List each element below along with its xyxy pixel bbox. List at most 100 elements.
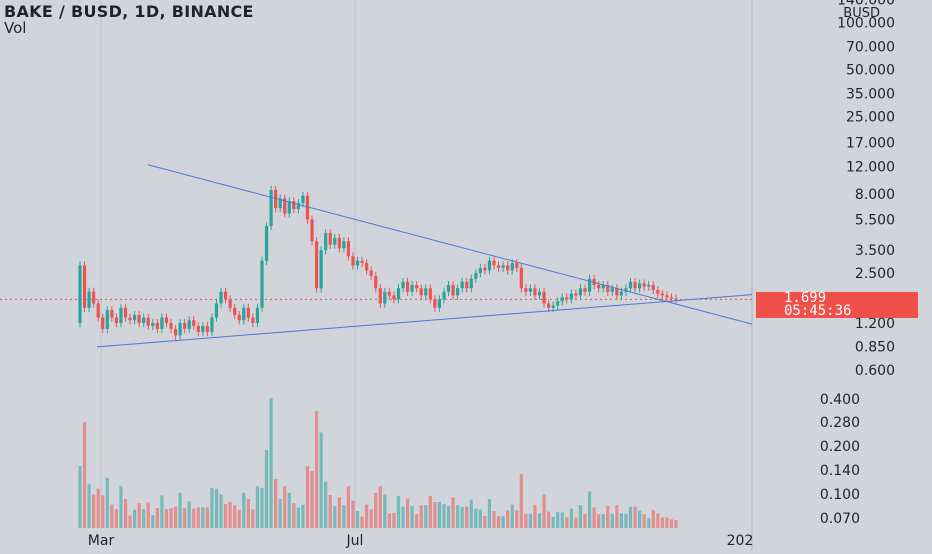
candle-body (173, 328, 178, 336)
volume-bar (246, 499, 250, 528)
candle-body (132, 314, 137, 321)
candle-body (433, 299, 437, 308)
volume-bar (292, 503, 296, 528)
volume-bar (660, 517, 664, 528)
candle-body (342, 241, 346, 249)
candle-body (437, 299, 442, 308)
ascending-trendline[interactable] (96, 294, 753, 348)
volume-tick-label: 0.070 (820, 511, 860, 527)
volume-bar (187, 501, 191, 528)
candle-body (296, 203, 300, 210)
candle-body (647, 284, 651, 287)
candle-body (242, 307, 246, 321)
volume-bar (606, 505, 610, 528)
volume-bar (146, 502, 150, 528)
price-tick-label: 5.500 (855, 212, 895, 228)
price-tick-label: 1.200 (855, 316, 895, 332)
chart-header: BAKE / BUSD, 1D, BINANCE Vol (4, 2, 254, 37)
price-tick-label: 35.000 (846, 87, 895, 103)
candle-body (292, 201, 296, 210)
candle-body (510, 262, 514, 271)
candle-body (87, 291, 91, 308)
volume-bar (274, 479, 278, 528)
volume-bar (437, 501, 442, 528)
candle-body (496, 265, 501, 268)
volume-bar (237, 509, 241, 528)
volume-bar (310, 471, 314, 528)
volume-bar (492, 510, 496, 528)
candle-body (492, 260, 496, 266)
candle-body (592, 278, 596, 285)
candle-body (333, 237, 337, 245)
candle-body (137, 314, 141, 323)
currency-label: BUSD (843, 6, 880, 21)
price-tick-label: 50.000 (846, 62, 895, 78)
candle-body (351, 256, 355, 266)
candle-body (205, 325, 209, 333)
candle-body (169, 323, 173, 329)
candle-body (460, 281, 464, 289)
candle-body (251, 317, 255, 323)
candle-body (355, 260, 360, 266)
candle-body (196, 325, 200, 333)
volume-bar (219, 494, 223, 528)
volume-bar (92, 494, 96, 528)
volume-bar (105, 477, 109, 528)
volume-bar (456, 505, 460, 528)
volume-bar (228, 501, 232, 528)
volume-bar (160, 495, 164, 528)
price-tick-label: 140.000 (837, 0, 895, 8)
volume-label: Vol (4, 19, 27, 37)
candle-body (101, 317, 105, 329)
volume-bar (365, 504, 369, 528)
volume-bar (483, 515, 487, 528)
volume-bar (383, 494, 387, 528)
volume-bar (524, 513, 528, 528)
volume-bar (578, 505, 583, 528)
volume-bar (287, 492, 291, 528)
volume-bar (196, 507, 200, 528)
volume-bar (610, 513, 614, 528)
candle-body (610, 288, 614, 292)
candle-body (269, 189, 273, 226)
volume-bar (151, 515, 155, 528)
volume-bar (651, 510, 655, 528)
volume-bar (264, 450, 269, 528)
candle-body (419, 288, 423, 296)
volume-bar (392, 512, 396, 528)
volume-bar (669, 519, 674, 528)
volume-bar (137, 503, 141, 528)
volume-bar (638, 510, 642, 528)
volume-bar (110, 504, 114, 528)
candle-body (142, 317, 146, 323)
price-tick-label: 100.000 (837, 15, 895, 31)
candle-body (260, 260, 264, 308)
candle-body (465, 281, 469, 289)
volume-bar (396, 495, 401, 528)
candle-body (606, 284, 610, 292)
candle-body (660, 293, 664, 296)
candle-body (533, 288, 537, 296)
volume-bar (656, 513, 660, 528)
candle-body (360, 260, 364, 263)
volume-bar (128, 515, 132, 528)
volume-bar (533, 505, 537, 528)
candle-body (619, 291, 624, 296)
descending-trendline[interactable] (147, 164, 753, 325)
candle-body (346, 241, 351, 257)
candle-body (469, 278, 473, 289)
candle-body (401, 281, 405, 289)
volume-bar (78, 466, 82, 528)
volume-bar (278, 499, 282, 528)
candle-body (424, 288, 428, 296)
volume-bar (374, 492, 378, 528)
price-tick-label: 12.000 (846, 159, 895, 175)
candle-body (228, 299, 232, 308)
candle-body (483, 267, 487, 271)
candle-body (178, 323, 182, 336)
candle-body (378, 288, 382, 304)
volume-bar (410, 505, 414, 528)
price-tick-label: 3.500 (855, 243, 895, 259)
